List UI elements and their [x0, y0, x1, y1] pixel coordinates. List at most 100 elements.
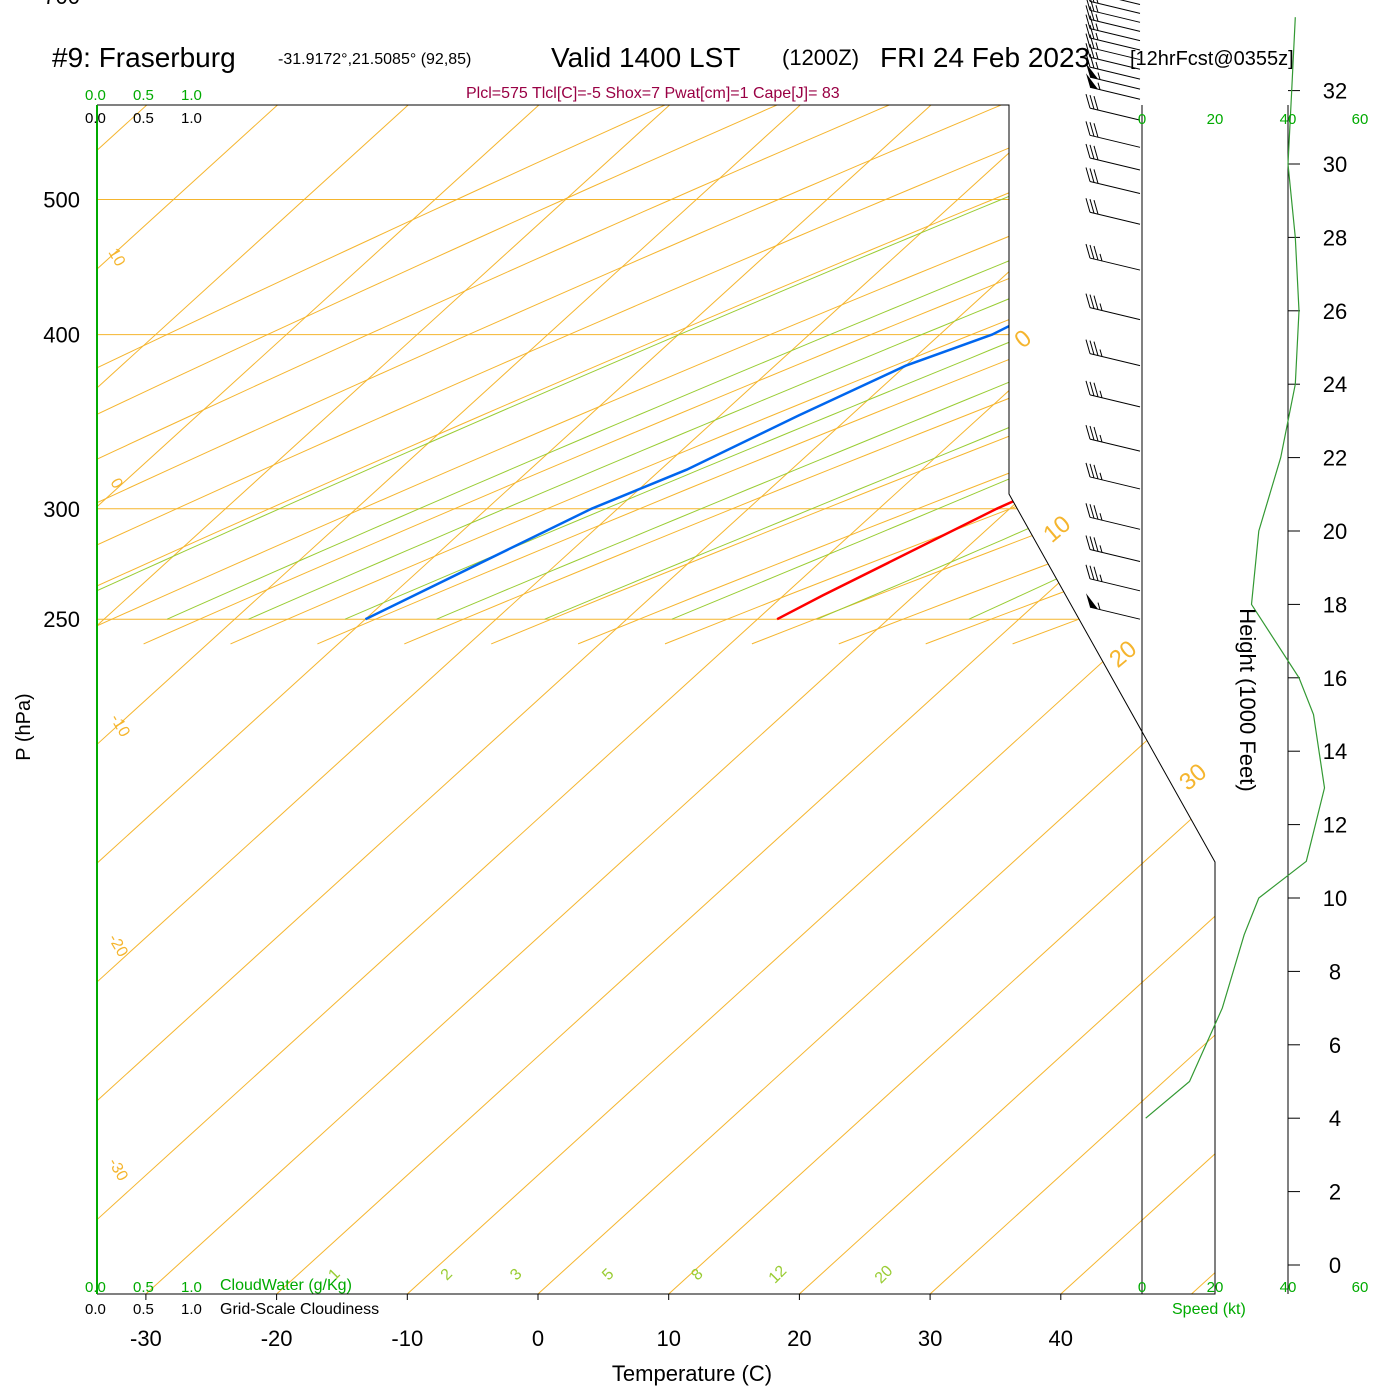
valid-time: Valid 1400 LST — [551, 42, 740, 73]
wind-barb — [1085, 293, 1141, 321]
height-tick-label: 20 — [1323, 519, 1347, 544]
isotherm-line — [97, 105, 1063, 1294]
x-axis-title: Temperature (C) — [612, 1361, 772, 1386]
dry-adiabat-line — [143, 105, 1215, 645]
dry-adiabat-line — [751, 105, 1215, 645]
temperature-tick-label: -20 — [261, 1326, 293, 1351]
isotherm-line — [145, 105, 1215, 1294]
height-tick-label: 28 — [1323, 225, 1347, 250]
height-tick-label: 24 — [1323, 372, 1347, 397]
isotherm-line — [1191, 105, 1215, 1294]
profile-lines — [364, 105, 1215, 621]
moist-adiabat-line — [248, 105, 1215, 620]
cloud-scale-top-green-0: 0.0 — [85, 87, 106, 104]
height-tick-label: 2 — [1329, 1180, 1341, 1205]
speed-tick-top-1: 20 — [1207, 111, 1224, 128]
isotherm-line — [97, 105, 540, 1294]
pressure-tick-label: 400 — [43, 323, 80, 348]
wind-barb — [1085, 503, 1141, 530]
isotherm-line — [799, 105, 1215, 1294]
speed-tick-top-0: 0 — [1138, 111, 1146, 128]
pressure-tick-label: 700 — [43, 0, 80, 9]
speed-tick-bottom-2: 40 — [1280, 1279, 1297, 1296]
wind-barb — [1086, 0, 1141, 23]
height-tick-label: 10 — [1323, 886, 1347, 911]
isotherm-line — [97, 105, 278, 1294]
valid-zulu: (1200Z) — [782, 45, 859, 70]
wind-barbs — [1085, 0, 1141, 620]
height-tick-label: 30 — [1323, 152, 1347, 177]
moist-adiabat-line — [166, 105, 1215, 620]
height-tick-label: 6 — [1329, 1033, 1341, 1058]
plot-frame — [96, 104, 1289, 1295]
wind-barb — [1085, 535, 1141, 562]
mixing-ratio-label: 20 — [872, 1262, 897, 1287]
wind-barb — [1085, 121, 1141, 148]
height-tick-label: 26 — [1323, 299, 1347, 324]
wind-barb — [1085, 5, 1141, 32]
isotherm-line — [97, 105, 409, 1294]
dry-adiabat-line — [97, 105, 1215, 645]
stability-indices: Plcl=575 Tlcl[C]=-5 Shox=7 Pwat[cm]=1 Ca… — [466, 85, 840, 102]
cloud-scale-bottom-black-2: 1.0 — [181, 1301, 202, 1318]
isotherm-line — [929, 105, 1215, 1294]
temperature-tick-label: 0 — [532, 1326, 544, 1351]
dry-adiabat-label: 10 — [105, 246, 129, 270]
cloud-scale-bottom-black-0: 0.0 — [85, 1301, 106, 1318]
temperature-tick-label: 20 — [787, 1326, 811, 1351]
wind-barb — [1085, 43, 1141, 70]
dry-adiabat-line — [230, 105, 1215, 645]
wind-barb — [1085, 143, 1141, 171]
height-tick-label: 32 — [1323, 79, 1347, 104]
forecast-info: [12hrFcst@0355z] — [1130, 48, 1294, 70]
moist-adiabat-line — [97, 105, 1215, 620]
station-coords: -31.9172°,21.5085° (92,85) — [278, 51, 471, 68]
background-grid — [97, 105, 1215, 1294]
dry-adiabat-line — [97, 105, 1215, 645]
mixing-ratio-label: 3 — [507, 1266, 525, 1284]
height-tick-label: 12 — [1323, 813, 1347, 838]
wind-barb — [1085, 33, 1141, 61]
wind-barb — [1086, 63, 1141, 90]
cloud-scale-top-green-1: 0.5 — [133, 87, 154, 104]
moist-adiabat-line — [344, 105, 1215, 620]
dry-adiabat-line — [97, 105, 1215, 645]
height-tick-label: 8 — [1329, 959, 1341, 984]
height-axis-title: Height (1000 Feet) — [1235, 608, 1260, 791]
dry-adiabat-label: 30 — [1174, 758, 1212, 796]
wind-speed-profile — [1145, 17, 1326, 1119]
speed-tick-bottom-0: 0 — [1138, 1279, 1146, 1296]
temperature-tick-label: -10 — [391, 1326, 423, 1351]
speed-tick-bottom-3: 60 — [1352, 1279, 1369, 1296]
height-tick-label: 16 — [1323, 666, 1347, 691]
wind-barb — [1085, 23, 1141, 51]
height-tick-label: 18 — [1323, 592, 1347, 617]
wind-barb — [1086, 73, 1141, 100]
moist-adiabat-line — [817, 105, 1215, 620]
isotherm-line — [97, 105, 1193, 1294]
cloud-scale-top-black-2: 1.0 — [181, 110, 202, 127]
cloud-scale-bottom-green-0: 0.0 — [85, 1279, 106, 1296]
dry-adiabat-line — [97, 105, 1215, 645]
wind-barb — [1085, 564, 1141, 592]
wind-barb — [1085, 198, 1141, 225]
dewpoint-line — [364, 105, 1215, 621]
isotherm-line — [97, 105, 801, 1294]
axis-labels: 1 2 3 5 8 12 20100-10-20-300102030250300400500… — [43, 0, 1347, 1351]
wind-barb — [1085, 339, 1141, 367]
pressure-tick-label: 250 — [43, 607, 80, 632]
speed-tick-top-3: 60 — [1352, 111, 1369, 128]
height-tick-label: 0 — [1329, 1253, 1341, 1278]
dry-adiabat-label: -30 — [105, 1156, 131, 1185]
cloud-scale-bottom-black-1: 0.5 — [133, 1301, 154, 1318]
wind-barb — [1085, 94, 1141, 121]
wind-barb — [1085, 14, 1141, 42]
dry-adiabat-label: 20 — [1104, 635, 1142, 673]
isotherm-line — [97, 105, 670, 1294]
height-tick-label: 22 — [1323, 446, 1347, 471]
temperature-tick-label: 40 — [1049, 1326, 1073, 1351]
wind-barb — [1085, 424, 1141, 452]
dry-adiabat-line — [1099, 105, 1215, 645]
pressure-tick-label: 300 — [43, 497, 80, 522]
